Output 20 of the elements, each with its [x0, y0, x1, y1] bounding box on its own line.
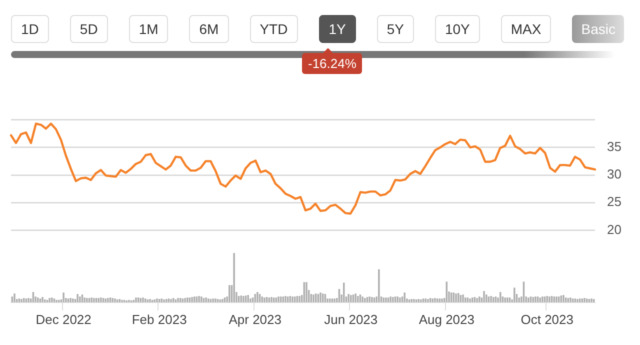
y-tick-label: 35 [607, 138, 622, 154]
range-button[interactable]: 1Y [318, 15, 356, 43]
x-tick-label: Aug 2023 [418, 312, 474, 327]
range-button[interactable]: YTD [250, 15, 298, 43]
range-button[interactable]: MAX [500, 15, 552, 43]
y-tick-label: 20 [607, 222, 622, 237]
y-tick-label: 30 [607, 166, 622, 182]
y-tick-label: 25 [607, 194, 622, 210]
range-button[interactable]: 1M [128, 15, 168, 43]
range-button[interactable]: 1D [11, 15, 49, 43]
range-button[interactable]: 10Y [434, 15, 480, 43]
range-button[interactable]: 6M [189, 15, 229, 43]
x-tick-label: Dec 2022 [36, 312, 92, 327]
x-tick-label: Feb 2023 [132, 312, 187, 327]
range-button[interactable]: 5D [70, 15, 108, 43]
x-tick-label: Jun 2023 [324, 312, 378, 327]
x-tick-label: Oct 2023 [520, 312, 574, 327]
range-button[interactable]: 5Y [376, 15, 414, 43]
x-tick-label: Apr 2023 [228, 312, 282, 327]
text: -16.24% [302, 53, 362, 74]
